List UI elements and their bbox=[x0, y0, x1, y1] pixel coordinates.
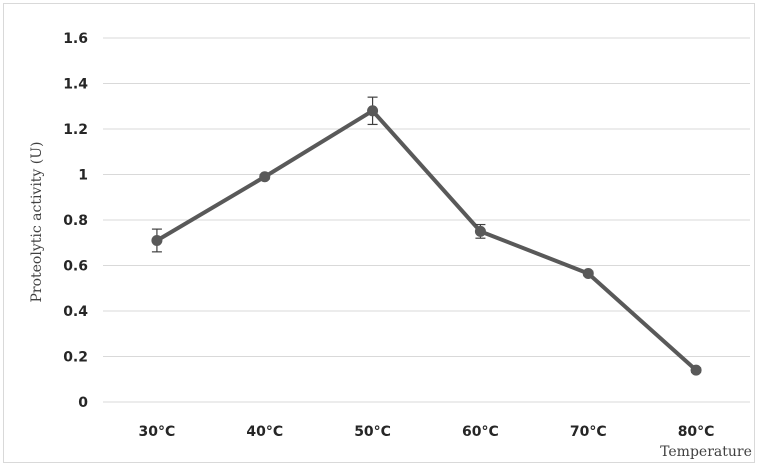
y-tick-label: 1.2 bbox=[63, 122, 88, 138]
x-tick-label: 80°C bbox=[678, 424, 715, 440]
data-point bbox=[582, 267, 594, 279]
y-axis-ticks: 0 0.2 0.4 0.6 0.8 1 1.2 1.4 1.6 bbox=[63, 31, 88, 411]
y-tick-label: 1 bbox=[78, 168, 88, 184]
y-tick-label: 0 bbox=[78, 395, 88, 411]
series-line bbox=[155, 108, 698, 372]
y-tick-label: 0.2 bbox=[63, 350, 88, 366]
gridlines bbox=[103, 37, 750, 403]
y-axis-title: Proteolytic activity (U) bbox=[29, 141, 45, 302]
data-point bbox=[367, 105, 379, 117]
data-point bbox=[474, 225, 486, 237]
data-point bbox=[259, 171, 271, 183]
y-tick-label: 0.8 bbox=[63, 213, 88, 229]
x-tick-label: 40°C bbox=[246, 424, 283, 440]
data-point bbox=[690, 364, 702, 376]
y-tick-label: 0.4 bbox=[63, 304, 88, 320]
chart-frame bbox=[3, 3, 755, 463]
x-tick-label: 60°C bbox=[462, 424, 499, 440]
x-tick-label: 70°C bbox=[570, 424, 607, 440]
data-point bbox=[151, 234, 163, 246]
x-axis-ticks: 30°C 40°C 50°C 60°C 70°C 80°C bbox=[139, 424, 715, 440]
x-axis-title: Temperature bbox=[660, 444, 752, 460]
y-tick-label: 1.4 bbox=[63, 77, 88, 93]
series bbox=[151, 96, 702, 376]
x-tick-label: 50°C bbox=[354, 424, 391, 440]
y-tick-label: 0.6 bbox=[63, 259, 88, 275]
y-tick-label: 1.6 bbox=[63, 31, 88, 47]
x-tick-label: 30°C bbox=[139, 424, 176, 440]
